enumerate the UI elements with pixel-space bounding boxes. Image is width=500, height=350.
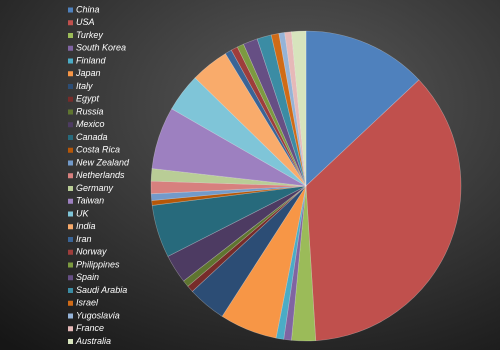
legend-label: Yugoslavia: [76, 310, 120, 320]
legend-swatch: [68, 33, 73, 38]
legend-swatch: [68, 186, 73, 191]
pie-slice: [171, 77, 307, 187]
legend-label: Mexico: [76, 119, 105, 129]
legend-swatch: [68, 237, 73, 242]
pie-slice: [291, 185, 317, 342]
legend-label: Japan: [75, 68, 101, 78]
legend-swatch: [68, 20, 73, 26]
legend-label: France: [76, 323, 104, 333]
legend-label: Canada: [76, 132, 108, 142]
pie-slice: [151, 185, 307, 257]
legend-swatch: [68, 147, 73, 153]
legend-swatch: [68, 96, 73, 102]
legend-swatch: [68, 71, 73, 77]
legend-label: Costa Rica: [76, 145, 120, 155]
legend-swatch: [68, 249, 73, 255]
pie-slice: [270, 33, 307, 187]
pie-slice: [283, 185, 307, 341]
legend-swatch: [68, 7, 73, 13]
pie-slice: [230, 46, 307, 187]
legend-label: Russia: [76, 106, 104, 116]
legend-label: Norway: [76, 247, 107, 257]
legend-swatch: [68, 211, 73, 217]
legend-label: UK: [76, 208, 89, 218]
pie-slice: [187, 185, 307, 292]
legend-label: Iran: [76, 234, 92, 244]
legend-label: Italy: [76, 81, 93, 91]
legend-swatch: [68, 84, 73, 89]
pie-slice: [275, 185, 307, 340]
legend-label: Israel: [76, 298, 99, 308]
pie-slice: [225, 49, 307, 187]
pie-slice: [305, 30, 420, 187]
pie-slice: [150, 168, 307, 187]
pie-slice: [151, 108, 307, 187]
legend-label: Philippines: [76, 259, 120, 269]
legend-swatch: [68, 58, 73, 64]
legend-label: USA: [76, 17, 95, 27]
pie-slice: [221, 185, 307, 339]
legend-label: Germany: [76, 183, 114, 193]
legend-swatch: [68, 339, 73, 344]
legend-label: Finland: [76, 55, 107, 65]
pie-slice: [167, 185, 307, 282]
pie-slice: [278, 32, 307, 187]
pie-slice: [284, 31, 307, 187]
legend-swatch: [68, 288, 73, 293]
legend-label: China: [76, 4, 100, 14]
legend-swatch: [68, 135, 73, 140]
pie-slice: [191, 185, 307, 317]
pie-slice: [150, 185, 307, 201]
legend-swatch: [68, 122, 73, 128]
legend-swatch: [68, 275, 73, 281]
legend-swatch: [68, 160, 73, 166]
pie-slice: [305, 79, 462, 342]
legend-swatch: [68, 45, 73, 51]
legend-swatch: [68, 313, 73, 319]
legend-label: Saudi Arabia: [76, 285, 127, 295]
legend-label: New Zealand: [76, 157, 130, 167]
pie-slice: [236, 43, 307, 187]
pie-slice: [151, 185, 307, 206]
legend-label: Taiwan: [76, 196, 104, 206]
legend-swatch: [68, 224, 73, 230]
pie-slice: [183, 185, 307, 287]
pie-slice: [243, 38, 307, 187]
legend-swatch: [68, 262, 73, 268]
legend-swatch: [68, 326, 73, 332]
legend-label: Australia: [75, 336, 111, 346]
legend-label: South Korea: [76, 43, 126, 53]
pie-slice: [194, 53, 307, 187]
pie-slice: [256, 34, 307, 187]
legend-label: Netherlands: [76, 170, 125, 180]
legend-swatch: [68, 198, 73, 204]
pie-slice: [291, 30, 307, 187]
legend-swatch: [68, 109, 73, 115]
pie-slice: [150, 180, 307, 195]
legend-label: Spain: [76, 272, 99, 282]
legend-label: Egypt: [76, 94, 100, 104]
legend-swatch: [68, 300, 73, 306]
legend-label: Turkey: [76, 30, 103, 40]
legend-label: India: [76, 221, 96, 231]
legend-swatch: [68, 173, 73, 179]
